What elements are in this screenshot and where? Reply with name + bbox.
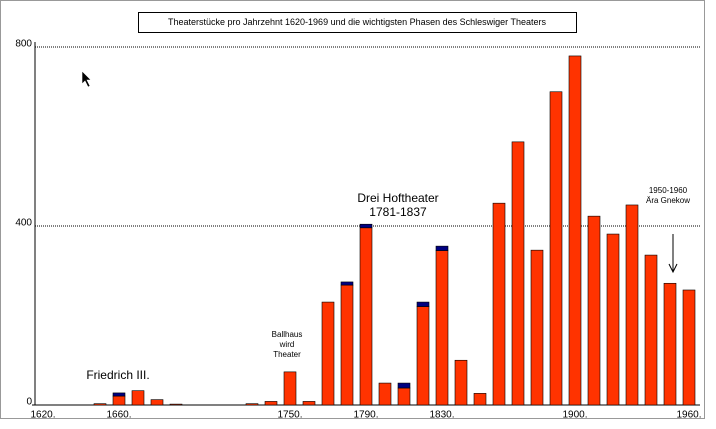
bar [93, 403, 107, 406]
x-tick-label: 1660. [106, 410, 131, 421]
bar [340, 284, 354, 406]
annotation: 1950-1960 [649, 186, 688, 195]
y-tick-label: 0 [26, 397, 32, 408]
bar [549, 91, 563, 406]
bar [568, 55, 582, 406]
arrow-head [668, 263, 678, 274]
bar [283, 371, 297, 406]
bar [340, 281, 354, 286]
bar [416, 301, 430, 307]
bar [454, 359, 468, 406]
bar [150, 399, 164, 406]
x-tick-label: 1750. [277, 410, 302, 421]
annotation: Drei Hoftheater [357, 191, 438, 205]
bar [321, 301, 335, 406]
bar [131, 390, 145, 406]
bar [682, 289, 696, 406]
annotation: wird [279, 340, 295, 349]
annotation: Ära Gnekow [646, 196, 690, 205]
bar [644, 254, 658, 406]
x-tick-label: 1960. [676, 410, 701, 421]
bar [169, 403, 183, 406]
bar [587, 215, 601, 406]
x-tick-label: 1620. [30, 410, 55, 421]
x-tick-label: 1790. [353, 410, 378, 421]
bar [397, 382, 411, 389]
bar [359, 223, 373, 229]
bar [378, 382, 392, 406]
y-tick-label: 800 [15, 39, 32, 50]
bar [625, 204, 639, 406]
bar [302, 401, 316, 406]
bar [663, 282, 677, 406]
bar [473, 393, 487, 406]
annotation: Ballhaus [272, 330, 303, 339]
annotation: 1781-1837 [369, 205, 427, 219]
annotation: Friedrich III. [86, 368, 149, 382]
annotation: Theater [273, 350, 301, 359]
bar [416, 306, 430, 406]
bar [359, 227, 373, 406]
bar [397, 387, 411, 406]
cursor [81, 70, 92, 88]
bar [264, 401, 278, 406]
bar [492, 202, 506, 406]
bar [112, 392, 126, 397]
bar [511, 141, 525, 406]
bar [112, 395, 126, 406]
x-tick-label: 1830. [429, 410, 454, 421]
chart-title: Theaterstücke pro Jahrzehnt 1620-1969 un… [168, 17, 547, 27]
y-tick-label: 400 [15, 218, 32, 229]
bar [606, 233, 620, 406]
bar [435, 250, 449, 406]
bar [245, 403, 259, 406]
title-box [138, 12, 577, 33]
x-tick-label: 1900. [562, 410, 587, 421]
bar [530, 249, 544, 406]
bar [435, 245, 449, 251]
